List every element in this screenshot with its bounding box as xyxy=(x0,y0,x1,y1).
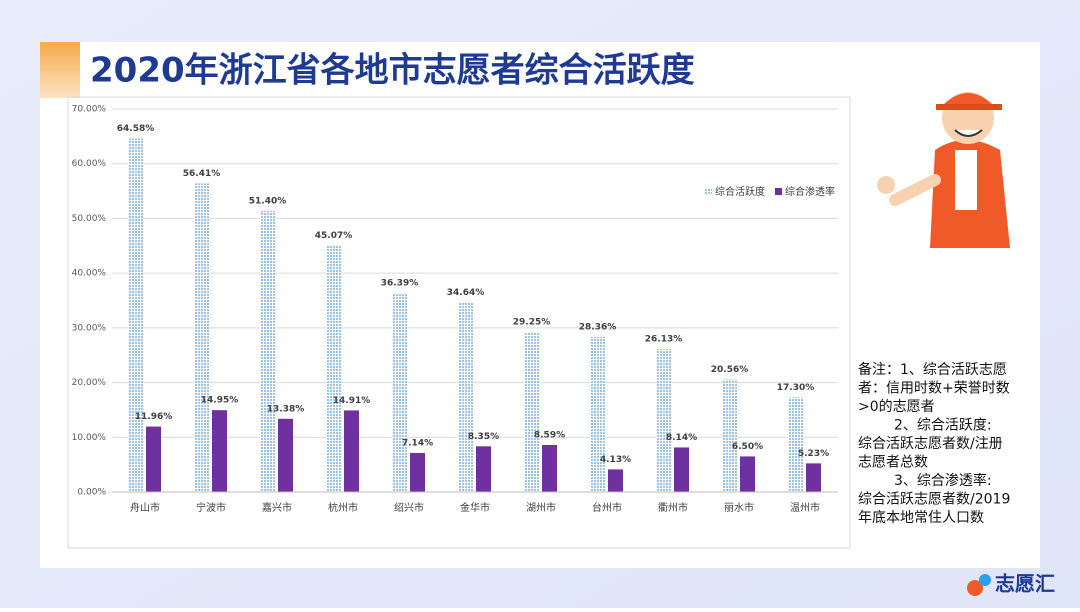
y-tick-label: 30.00% xyxy=(72,323,107,333)
y-tick-label: 0.00% xyxy=(77,488,106,498)
data-label: 14.95% xyxy=(201,396,239,406)
x-tick-label: 温州市 xyxy=(790,501,820,514)
x-tick-label: 杭州市 xyxy=(328,501,358,514)
y-tick-label: 70.00% xyxy=(72,105,107,115)
bar xyxy=(344,410,359,492)
legend-label: 综合活跃度 xyxy=(715,185,765,198)
data-label: 13.38% xyxy=(267,404,305,414)
data-label: 26.13% xyxy=(645,335,683,345)
bar xyxy=(542,445,557,492)
data-label: 28.36% xyxy=(579,322,617,332)
bar xyxy=(128,138,143,492)
legend-swatch xyxy=(775,188,782,195)
logo: 志愿汇 xyxy=(967,572,1055,596)
bar xyxy=(722,379,737,492)
y-tick-label: 50.00% xyxy=(72,214,107,224)
note-line: 2、综合活跃度: xyxy=(894,418,992,434)
y-tick-label: 20.00% xyxy=(72,378,107,388)
bar xyxy=(326,245,341,492)
data-label: 56.41% xyxy=(183,169,221,179)
bar xyxy=(392,292,407,492)
data-label: 17.30% xyxy=(777,383,815,393)
note-line: 备注：1、综合活跃志愿 xyxy=(858,361,1007,378)
x-tick-label: 宁波市 xyxy=(196,501,226,514)
data-label: 51.40% xyxy=(249,196,287,206)
data-label: 29.25% xyxy=(513,317,551,327)
y-tick-label: 60.00% xyxy=(72,159,107,169)
note-line: >0的志愿者 xyxy=(858,399,935,415)
bar xyxy=(410,452,425,492)
bar xyxy=(458,302,473,492)
bar xyxy=(146,426,161,492)
x-tick-label: 金华市 xyxy=(460,501,490,514)
legend-label: 综合渗透率 xyxy=(785,185,835,198)
bar xyxy=(608,469,623,492)
data-label: 7.14% xyxy=(402,438,433,448)
note-line: 综合活跃志愿者数/注册 xyxy=(858,436,1003,452)
data-label: 6.50% xyxy=(732,442,763,452)
note-line: 年底本地常住人口数 xyxy=(858,510,984,526)
data-label: 20.56% xyxy=(711,365,749,375)
panel xyxy=(40,42,1040,568)
data-label: 8.14% xyxy=(666,433,697,443)
y-tick-label: 10.00% xyxy=(72,433,107,443)
mascot xyxy=(877,92,1010,248)
data-label: 4.13% xyxy=(600,455,631,465)
bar xyxy=(590,336,605,492)
data-label: 8.35% xyxy=(468,432,499,442)
data-label: 36.39% xyxy=(381,278,419,288)
bar xyxy=(476,446,491,492)
chart-title: 2020年浙江省各地市志愿者综合活跃度 xyxy=(90,51,695,91)
x-tick-label: 台州市 xyxy=(592,501,622,514)
data-label: 45.07% xyxy=(315,231,353,241)
note-line: 3、综合渗透率: xyxy=(894,472,992,489)
bar xyxy=(260,210,275,493)
bar xyxy=(656,349,671,492)
bar xyxy=(788,397,803,492)
data-label: 5.23% xyxy=(798,449,829,459)
note-line: 志愿者总数 xyxy=(858,455,928,471)
accent xyxy=(40,42,80,98)
note-line: 者：信用时数+荣誉时数 xyxy=(858,381,1010,397)
bar xyxy=(278,418,293,492)
x-tick-label: 丽水市 xyxy=(724,501,754,514)
note-line: 综合活跃志愿者数/2019 xyxy=(858,492,1010,508)
y-tick-label: 40.00% xyxy=(72,269,107,279)
data-label: 11.96% xyxy=(135,412,173,422)
data-label: 34.64% xyxy=(447,288,485,298)
bar xyxy=(740,456,755,492)
x-tick-label: 湖州市 xyxy=(526,501,556,514)
x-tick-label: 舟山市 xyxy=(130,501,160,514)
bar xyxy=(674,447,689,492)
chart-frame xyxy=(67,96,851,549)
x-tick-label: 嘉兴市 xyxy=(262,501,292,514)
legend-swatch xyxy=(705,188,712,195)
data-label: 14.91% xyxy=(333,396,371,406)
data-label: 8.59% xyxy=(534,431,565,441)
bar xyxy=(806,463,821,492)
logo-text: 志愿汇 xyxy=(995,572,1055,596)
bar xyxy=(194,183,209,492)
data-label: 64.58% xyxy=(117,124,155,134)
bar xyxy=(212,410,227,492)
bar xyxy=(524,331,539,492)
x-tick-label: 绍兴市 xyxy=(394,501,424,514)
x-tick-label: 衢州市 xyxy=(658,501,688,514)
